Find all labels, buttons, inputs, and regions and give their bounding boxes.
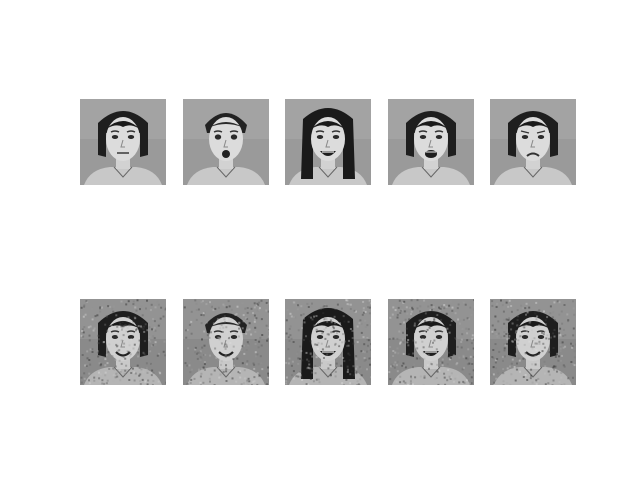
face-image-reconstructed (80, 299, 166, 385)
face-image-original (183, 99, 269, 185)
face-image-reconstructed (183, 299, 269, 385)
face-image-reconstructed (388, 299, 474, 385)
face-image-original (285, 99, 371, 185)
face-image-original (388, 99, 474, 185)
face-image-original (80, 99, 166, 185)
face-image-reconstructed (285, 299, 371, 385)
face-image-original (490, 99, 576, 185)
face-image-reconstructed (490, 299, 576, 385)
